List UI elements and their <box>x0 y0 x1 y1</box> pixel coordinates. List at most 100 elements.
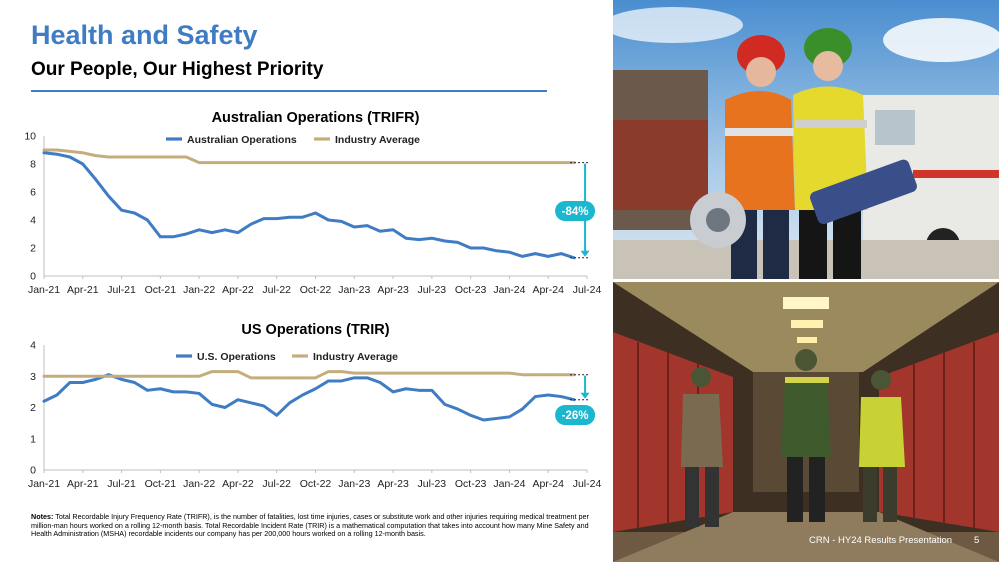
data-point <box>288 216 291 219</box>
data-point <box>185 390 188 394</box>
footer-text: CRN - HY24 Results Presentation <box>809 535 953 546</box>
x-tick-label: Jan-24 <box>493 284 525 296</box>
data-point <box>81 162 84 166</box>
x-tick-label: Jan-23 <box>338 284 370 296</box>
data-point <box>55 148 59 152</box>
data-point <box>443 403 446 406</box>
data-point <box>417 371 421 375</box>
data-point <box>559 395 563 398</box>
data-point <box>314 211 317 215</box>
data-point <box>159 235 162 238</box>
y-tick-label: 3 <box>30 371 36 383</box>
data-point <box>42 148 46 152</box>
data-point <box>534 395 537 398</box>
x-tick-label: Jul-21 <box>107 478 136 490</box>
data-point <box>508 161 511 164</box>
y-tick-label: 2 <box>30 243 36 255</box>
data-point <box>443 371 446 375</box>
data-point <box>185 232 188 236</box>
notes: Notes: Total Recordable Injury Frequency… <box>31 512 606 539</box>
data-point <box>94 154 97 157</box>
data-point <box>236 231 240 234</box>
x-tick-label: Jul-24 <box>573 478 602 490</box>
page-title: Health and Safety <box>31 20 258 50</box>
data-point <box>197 161 201 164</box>
data-point <box>42 400 46 403</box>
data-point <box>404 371 408 375</box>
data-point <box>443 239 446 243</box>
series-line-operations <box>42 373 576 422</box>
y-tick-label: 0 <box>30 271 36 283</box>
data-point <box>327 379 330 383</box>
data-point <box>81 375 84 378</box>
data-point <box>366 161 369 164</box>
series-line-industry <box>42 148 576 165</box>
data-point <box>301 393 304 397</box>
data-point <box>223 161 227 164</box>
data-point <box>482 418 485 422</box>
data-point <box>521 407 524 411</box>
data-point <box>391 371 395 375</box>
data-point <box>301 161 304 164</box>
data-point <box>547 161 550 164</box>
data-point <box>353 161 356 164</box>
data-point <box>249 376 253 380</box>
x-tick-label: Apr-21 <box>67 284 99 296</box>
data-point <box>521 255 524 258</box>
notes-label: Notes: <box>31 512 54 521</box>
miners-in-locker-corridor-photo <box>613 282 999 562</box>
change-badge-label: -26% <box>562 410 589 422</box>
data-point <box>236 161 240 164</box>
data-point <box>120 209 123 212</box>
data-point <box>301 376 304 380</box>
data-point <box>534 252 537 255</box>
data-point <box>42 151 46 154</box>
page-number: 5 <box>974 535 980 546</box>
data-point <box>210 403 214 406</box>
data-point <box>107 195 110 198</box>
y-tick-label: 4 <box>30 215 36 227</box>
data-point <box>107 375 110 378</box>
data-point <box>288 161 291 164</box>
data-point <box>430 237 434 240</box>
data-point <box>456 161 459 164</box>
data-point <box>288 401 291 405</box>
data-point <box>508 415 511 419</box>
data-point <box>223 228 227 231</box>
x-tick-label: Jan-23 <box>338 478 370 490</box>
x-tick-label: Jul-21 <box>107 284 136 296</box>
data-point <box>547 373 550 376</box>
data-point <box>391 161 395 164</box>
data-point <box>456 241 459 244</box>
notes-text: Total Recordable Injury Frequency Rate (… <box>31 512 589 539</box>
data-point <box>482 246 485 250</box>
x-tick-label: Apr-22 <box>222 284 254 296</box>
data-point <box>249 401 253 405</box>
data-point <box>495 249 498 252</box>
data-point <box>495 161 498 164</box>
x-tick-label: Jan-21 <box>28 284 60 296</box>
data-point <box>172 155 175 159</box>
series-line-operations <box>42 151 576 260</box>
data-point <box>301 216 304 219</box>
data-point <box>210 231 214 234</box>
chart-title: US Operations (TRIR) <box>241 322 389 338</box>
data-point <box>521 161 524 164</box>
data-point <box>404 237 408 240</box>
x-tick-label: Oct-22 <box>300 284 332 296</box>
data-point <box>469 371 472 375</box>
data-point <box>55 375 59 378</box>
data-point <box>534 373 537 376</box>
data-point <box>146 389 149 392</box>
data-point <box>146 218 149 222</box>
x-tick-label: Oct-22 <box>300 478 332 490</box>
data-point <box>559 252 563 255</box>
data-point <box>508 371 511 375</box>
data-point <box>353 376 356 380</box>
data-point <box>133 381 136 384</box>
x-tick-label: Oct-21 <box>145 478 177 490</box>
data-point <box>366 371 369 375</box>
data-point <box>172 375 175 378</box>
page-subtitle: Our People, Our Highest Priority <box>31 59 324 80</box>
x-tick-label: Jan-22 <box>183 284 215 296</box>
